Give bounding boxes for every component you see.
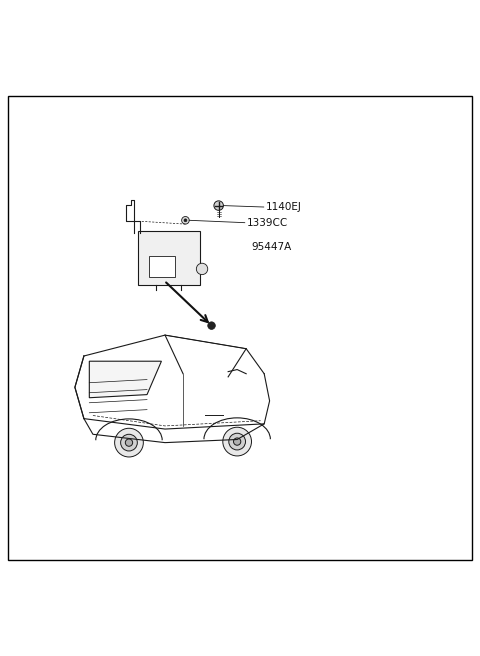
Polygon shape (89, 361, 161, 398)
Circle shape (233, 438, 241, 445)
Circle shape (208, 322, 216, 329)
Bar (149, 256, 175, 277)
Text: 1339CC: 1339CC (247, 218, 288, 228)
Circle shape (223, 427, 252, 456)
Circle shape (184, 219, 187, 222)
Circle shape (229, 433, 245, 450)
Circle shape (115, 428, 144, 457)
Circle shape (125, 439, 132, 446)
Text: 95447A: 95447A (252, 242, 292, 253)
Text: 1140EJ: 1140EJ (266, 202, 302, 212)
Circle shape (181, 216, 189, 224)
Circle shape (120, 434, 137, 451)
Bar (138, 231, 200, 285)
Circle shape (196, 263, 208, 275)
Circle shape (214, 201, 223, 211)
